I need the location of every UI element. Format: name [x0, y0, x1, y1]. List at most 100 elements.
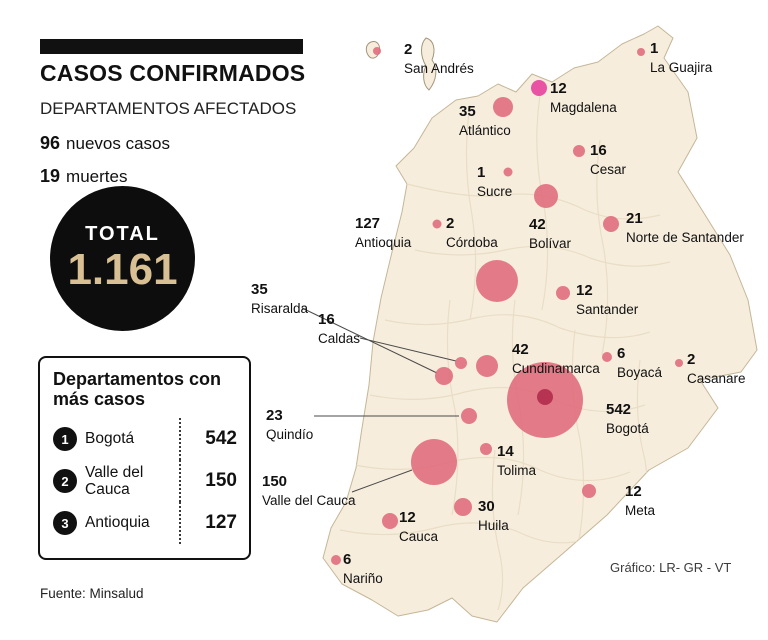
top-department-value: 127	[179, 502, 237, 545]
bubble-santander	[556, 286, 570, 300]
map-label-name-bogota: Bogotá	[606, 420, 649, 436]
map-label-name-norte-de-santander: Norte de Santander	[626, 229, 744, 245]
map-label-value-la-guajira: 1	[650, 40, 659, 57]
map-label-cordoba: 2 Córdoba	[446, 214, 498, 251]
map-label-name-boyaca: Boyacá	[617, 364, 663, 380]
bubble-quindio	[461, 408, 477, 424]
bubble-atlantico	[493, 97, 513, 117]
map-label-boyaca: 6 Boyacá	[617, 344, 662, 381]
map-label-meta: 12 Meta	[625, 482, 655, 519]
map-label-name-risaralda: Risaralda	[251, 300, 309, 316]
map-label-name-meta: Meta	[625, 502, 656, 518]
map-label-bogota: 542 Bogotá	[606, 400, 649, 437]
bubble-huila	[454, 498, 472, 516]
map-label-value-boyaca: 6	[617, 345, 626, 362]
bubble-meta	[582, 484, 596, 498]
map-label-santander: 12 Santander	[576, 281, 638, 318]
map-label-value-cordoba: 2	[446, 215, 455, 232]
map-label-tolima: 14 Tolima	[497, 442, 536, 479]
map-label-value-caldas: 16	[318, 311, 335, 328]
map-label-casanare: 2 Casanare	[687, 350, 746, 387]
map-label-value-norte-de-santander: 21	[626, 210, 643, 227]
bubble-center-bogota	[537, 389, 553, 405]
rank-badge-2: 2	[53, 469, 77, 494]
stat-new-cases-label: nuevos casos	[66, 134, 170, 153]
map-label-quindio: 23 Quindío	[266, 406, 313, 443]
top-department-name: Valle del Cauca	[85, 463, 144, 499]
map-label-value-huila: 30	[478, 498, 495, 515]
map-label-cesar: 16 Cesar	[590, 141, 626, 178]
map-label-name-santander: Santander	[576, 301, 639, 317]
map-label-magdalena: 12 Magdalena	[550, 79, 617, 116]
map-label-name-narino: Nariño	[343, 570, 383, 586]
page-subtitle: DEPARTAMENTOS AFECTADOS	[40, 99, 297, 118]
top-department-name: Antioquia	[85, 514, 150, 532]
map-label-la-guajira: 1 La Guajira	[650, 39, 712, 76]
map-label-value-valle-del-cauca: 150	[262, 473, 288, 490]
page-title: CASOS CONFIRMADOS	[40, 60, 306, 86]
map-label-value-cesar: 16	[590, 142, 607, 159]
bubble-norte-de-santander	[603, 216, 619, 232]
map-label-value-sucre: 1	[477, 164, 486, 181]
map-label-value-atlantico: 35	[459, 103, 476, 120]
total-label: TOTAL	[85, 222, 160, 245]
bubble-magdalena	[531, 80, 547, 96]
map-label-name-quindio: Quindío	[266, 426, 314, 442]
bubble-la-guajira	[637, 48, 645, 56]
map-label-cundinamarca: 42 Cundinamarca	[512, 340, 600, 377]
top-departments-box: Departamentos con más casos 1 Bogotá 542…	[38, 356, 251, 560]
map-label-sucre: 1 Sucre	[477, 163, 512, 200]
bubble-cauca	[382, 513, 398, 529]
map-label-name-san-andres: San Andrés	[404, 60, 474, 76]
map-label-name-huila: Huila	[478, 517, 509, 533]
top-departments-title: Departamentos con más casos	[53, 369, 222, 410]
top-department-row-valle: 2 Valle del Cauca 150	[53, 460, 237, 503]
map-label-antioquia: 127 Antioquia	[355, 214, 411, 251]
map-label-name-casanare: Casanare	[687, 370, 746, 386]
bubble-bolivar	[534, 184, 558, 208]
map-label-valle-del-cauca: 150 Valle del Cauca	[262, 472, 356, 509]
map-label-value-bogota: 542	[606, 401, 632, 418]
map-label-value-magdalena: 12	[550, 80, 567, 97]
bubble-cesar	[573, 145, 585, 157]
map-label-norte-de-santander: 21 Norte de Santander	[626, 209, 744, 246]
bubble-antioquia	[476, 260, 518, 302]
top-department-name: Bogotá	[85, 430, 135, 448]
map-label-name-valle-del-cauca: Valle del Cauca	[262, 492, 356, 508]
leader-lines	[301, 307, 459, 493]
stat-deaths: 19 muertes	[40, 166, 127, 187]
map-label-name-bolivar: Bolívar	[529, 235, 572, 251]
rank-badge-1: 1	[53, 427, 77, 452]
map-label-bolivar: 42 Bolívar	[529, 215, 571, 252]
stat-deaths-value: 19	[40, 166, 61, 186]
bubble-risaralda	[435, 367, 453, 385]
map-label-value-narino: 6	[343, 551, 352, 568]
map-label-value-quindio: 23	[266, 407, 283, 424]
map-label-name-cauca: Cauca	[399, 528, 439, 544]
map-label-value-bolivar: 42	[529, 216, 546, 233]
total-value: 1.161	[67, 244, 178, 294]
map-label-name-la-guajira: La Guajira	[650, 59, 713, 75]
map-label-name-tolima: Tolima	[497, 462, 537, 478]
rank-badge-3: 3	[53, 511, 77, 536]
map-label-name-caldas: Caldas	[318, 330, 361, 346]
map-label-value-san-andres: 2	[404, 41, 413, 58]
map-label-cauca: 12 Cauca	[399, 508, 438, 545]
stat-new-cases-value: 96	[40, 133, 61, 153]
top-department-row-bogota: 1 Bogotá 542	[53, 418, 237, 461]
map-label-caldas: 16 Caldas	[318, 310, 360, 347]
map-label-san-andres: 2 San Andrés	[404, 40, 474, 77]
map-label-value-cauca: 12	[399, 509, 416, 526]
map-label-value-risaralda: 35	[251, 281, 268, 298]
map-label-value-meta: 12	[625, 483, 642, 500]
map-label-name-sucre: Sucre	[477, 183, 513, 199]
san-andres-island	[421, 37, 437, 91]
department-borders	[339, 94, 671, 611]
map-label-value-casanare: 2	[687, 351, 696, 368]
stat-deaths-label: muertes	[66, 167, 128, 186]
bubble-casanare	[675, 359, 683, 367]
map-label-atlantico: 35 Atlántico	[459, 102, 511, 139]
map-label-name-atlantico: Atlántico	[459, 122, 511, 138]
